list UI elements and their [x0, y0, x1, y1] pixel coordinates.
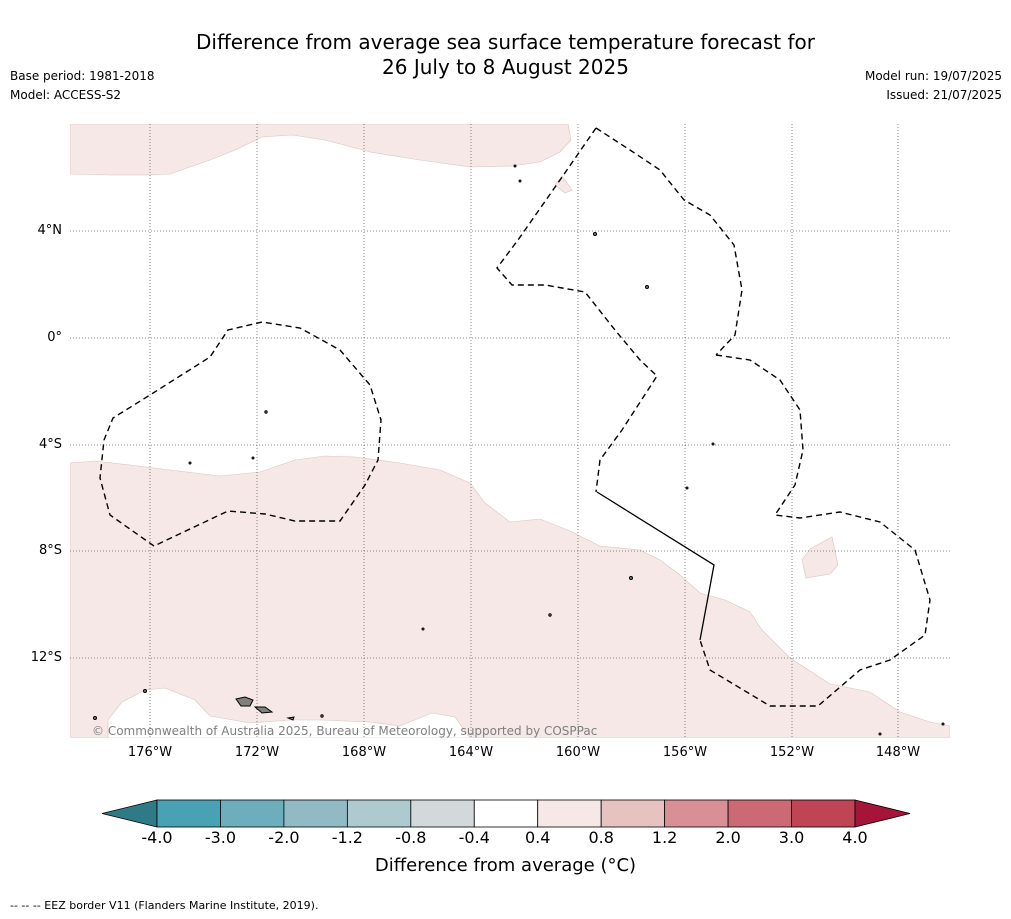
colorbar-bin — [664, 799, 729, 828]
colorbar-bin — [410, 799, 475, 828]
colorbar-tick-label: 0.8 — [588, 828, 614, 847]
anomaly-region-north — [70, 124, 572, 176]
colorbar-bin — [220, 799, 285, 828]
colorbar — [101, 799, 911, 828]
colorbar-tick-label: 1.2 — [651, 828, 678, 847]
island-small — [143, 689, 147, 693]
island-samoa-upolu — [253, 706, 274, 714]
island-small — [518, 179, 522, 183]
model-text: Model: ACCESS-S2 — [10, 88, 122, 102]
model-run-text: Model run: 19/07/2025 — [864, 69, 1002, 83]
anomaly-region-south — [70, 455, 950, 738]
colorbar-tick-label: -0.4 — [458, 828, 490, 847]
anomaly-region-patch — [554, 175, 573, 194]
colorbar-bin — [473, 799, 539, 828]
title-line-2: 26 July to 8 August 2025 — [382, 55, 629, 79]
island-small — [685, 486, 689, 490]
island-small — [941, 722, 945, 726]
colorbar-tick-label: 3.0 — [778, 828, 805, 847]
colorbar-tick-label: -2.0 — [268, 828, 300, 847]
issued-text: Issued: 21/07/2025 — [886, 88, 1002, 102]
colorbar-tick-label: 4.0 — [842, 828, 868, 847]
meta-left: Base period: 1981-2018 Model: ACCESS-S2 — [10, 67, 155, 105]
colorbar-bin — [346, 799, 412, 828]
title-line-1: Difference from average sea surface temp… — [195, 30, 815, 54]
island-small — [513, 164, 517, 168]
colorbar-extend-low — [101, 799, 158, 828]
island-small — [320, 714, 324, 718]
colorbar-tick-label: -0.8 — [395, 828, 427, 847]
lat-label-4n: 4°N — [37, 223, 63, 238]
map-title: Difference from average sea surface temp… — [0, 30, 1011, 80]
island-small — [711, 442, 715, 446]
cooler-region-south — [107, 687, 471, 738]
lon-label-156w: 156°W — [662, 745, 708, 760]
colorbar-bin — [791, 799, 856, 828]
colorbar-bin — [283, 799, 348, 828]
island-small — [645, 285, 649, 289]
colorbar-bin — [537, 799, 602, 828]
lat-label-8s: 8°S — [38, 543, 62, 558]
colorbar-tick-label: 2.0 — [715, 828, 741, 847]
colorbar-tick-label: -3.0 — [204, 828, 237, 847]
eez-border-solid-segment — [596, 491, 715, 641]
lon-label-152w: 152°W — [769, 745, 815, 760]
lon-label-148w: 148°W — [875, 745, 921, 760]
island-small — [878, 732, 882, 736]
lon-label-164w: 164°W — [448, 745, 494, 760]
colorbar-tick-label: -1.2 — [331, 828, 363, 847]
colorbar-tick-label: -4.0 — [141, 828, 173, 847]
island-tutuila — [286, 716, 295, 721]
graticule — [70, 124, 950, 738]
eez-border-cook-north — [699, 354, 931, 707]
eez-border-tokelau — [99, 321, 382, 547]
lon-label-172w: 172°W — [234, 745, 280, 760]
islands — [93, 164, 945, 736]
colorbar-bin — [156, 799, 221, 828]
lon-label-160w: 160°W — [555, 745, 601, 760]
colorbar-bin — [727, 799, 792, 828]
map-frame — [70, 124, 950, 738]
colorbar-bin — [600, 799, 666, 828]
lat-label-12s: 12°S — [30, 650, 62, 665]
footer-eez-note: -- -- -- EEZ border V11 (Flanders Marine… — [10, 899, 319, 912]
colorbar-title: Difference from average (°C) — [374, 855, 637, 876]
island-small — [548, 613, 552, 617]
lon-label-176w: 176°W — [127, 745, 173, 760]
island-small — [251, 456, 255, 460]
colorbar-tick-label: 0.4 — [524, 828, 551, 847]
copyright-text: © Commonwealth of Australia 2025, Bureau… — [92, 724, 598, 738]
eez-borders — [99, 127, 931, 707]
island-small — [264, 410, 268, 414]
island-small — [421, 627, 425, 631]
base-period-text: Base period: 1981-2018 — [10, 69, 155, 83]
anomaly-region-island — [801, 536, 839, 579]
lon-label-168w: 168°W — [341, 745, 387, 760]
eez-border-kiribati-west — [496, 127, 658, 493]
eez-border-kiribati-line — [595, 127, 743, 356]
island-small — [188, 461, 192, 465]
lat-label-4s: 4°S — [38, 437, 62, 452]
island-samoa-savaii — [235, 696, 254, 707]
meta-right: Model run: 19/07/2025 Issued: 21/07/2025 — [865, 67, 1002, 105]
island-small — [93, 716, 97, 720]
island-small — [593, 232, 597, 236]
colorbar-extend-high — [854, 799, 911, 828]
lat-label-0: 0° — [47, 330, 62, 345]
island-small — [629, 576, 633, 580]
